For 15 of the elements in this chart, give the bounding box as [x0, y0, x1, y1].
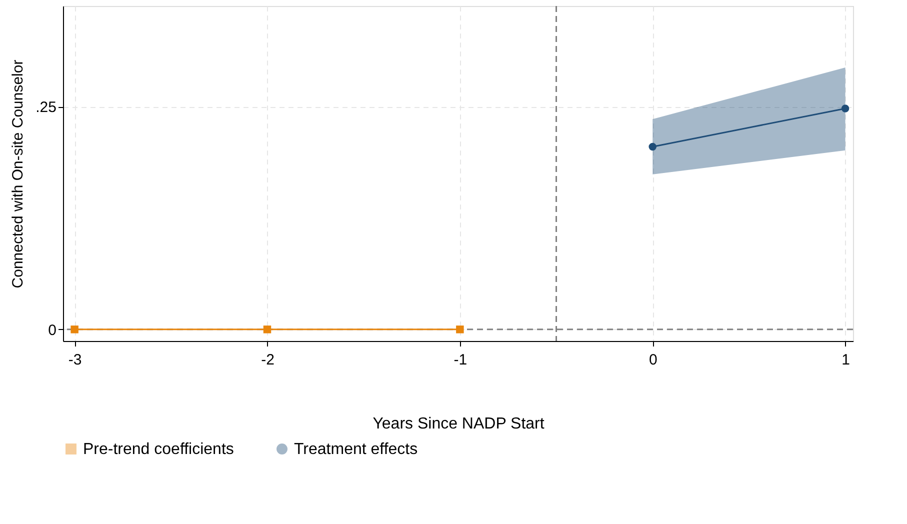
point — [70, 326, 78, 334]
point — [841, 104, 850, 112]
point — [263, 326, 272, 334]
x-tick-label: -3 — [68, 352, 82, 368]
x-tick-label: -2 — [261, 352, 274, 368]
x-tick-label: -1 — [454, 352, 468, 368]
x-tick-label: 0 — [648, 352, 658, 368]
y-tick-label: .25 — [36, 99, 56, 116]
legend-label: Treatment effects — [294, 441, 418, 458]
legend-label: Pre-trend coefficients — [83, 441, 234, 458]
x-tick-label: 1 — [842, 352, 850, 368]
point — [648, 142, 656, 151]
y-axis-title: Connected with On-site Counselor — [10, 60, 27, 288]
point — [456, 326, 464, 334]
x-axis-title: Years Since NADP Start — [372, 416, 545, 432]
